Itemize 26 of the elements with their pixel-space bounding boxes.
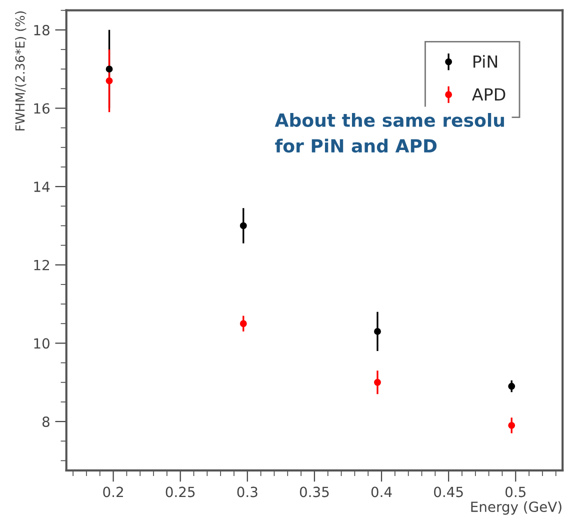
y-tick-label: 12: [34, 260, 49, 270]
point: [240, 222, 247, 230]
y-tick-label: 10: [34, 338, 50, 349]
x-tick-label: 0.35: [300, 486, 329, 498]
point: [374, 378, 381, 386]
y-tick-label: 16: [34, 103, 50, 114]
y-tick-label: 8: [42, 416, 50, 427]
legend-label: PiN: [474, 55, 498, 68]
x-tick-label: 0.2: [103, 486, 123, 498]
point: [106, 66, 113, 73]
legend-label: APD: [472, 88, 506, 100]
x-tick-label: 0.45: [434, 486, 463, 498]
x-tick-label: 0.3: [237, 486, 258, 498]
point: [508, 382, 516, 390]
point: [106, 77, 113, 84]
x-axis-title: Energy (GeV): [471, 501, 562, 515]
x-tick-label: 0.25: [166, 486, 195, 498]
y-axis-title: FWHM/(2.36*E) (%): [15, 11, 26, 130]
point: [374, 328, 381, 335]
y-tick-label: 14: [34, 182, 50, 192]
annotation: About the same resolu for PiN and APD: [274, 112, 504, 153]
y-tick-label: 18: [34, 24, 50, 36]
point: [508, 422, 516, 429]
x-tick-label: 0.4: [371, 486, 392, 498]
point: [240, 320, 247, 328]
x-tick-label: 0.5: [506, 486, 526, 498]
